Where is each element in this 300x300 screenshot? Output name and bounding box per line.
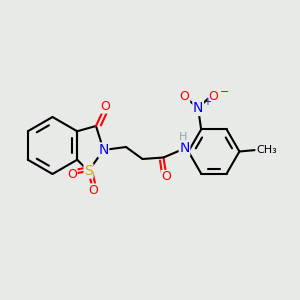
Text: −: − [220, 87, 229, 97]
Text: O: O [67, 167, 77, 181]
Text: O: O [88, 184, 98, 197]
Text: N: N [179, 142, 190, 155]
Text: +: + [203, 98, 211, 107]
Text: S: S [84, 164, 93, 178]
Text: O: O [162, 170, 171, 184]
Text: O: O [180, 90, 190, 103]
Text: O: O [100, 100, 110, 113]
Text: H: H [179, 132, 187, 142]
Text: N: N [98, 143, 109, 157]
Text: O: O [208, 90, 218, 103]
Text: CH₃: CH₃ [256, 145, 277, 155]
Text: N: N [193, 101, 203, 116]
